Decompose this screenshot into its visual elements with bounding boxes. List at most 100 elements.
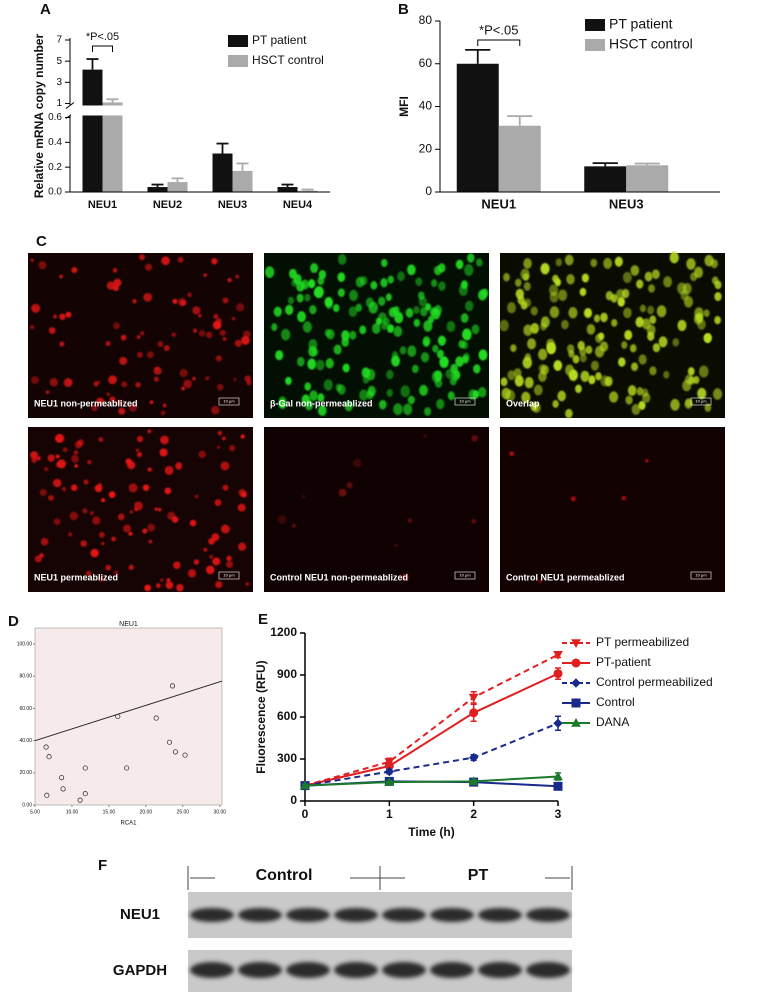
cell xyxy=(393,326,403,337)
x-tick-label: 25.00 xyxy=(177,809,190,815)
cell xyxy=(656,305,667,318)
x-axis-label: Time (h) xyxy=(408,825,454,839)
cell xyxy=(314,286,324,299)
blot-band xyxy=(430,962,474,978)
bar xyxy=(456,63,499,192)
point xyxy=(124,765,130,771)
cell xyxy=(325,358,334,369)
cell xyxy=(153,366,162,375)
blot-band xyxy=(286,908,330,922)
cell xyxy=(471,434,479,442)
cell xyxy=(173,561,181,570)
cell xyxy=(113,322,121,330)
cell xyxy=(337,384,346,395)
cell xyxy=(423,320,433,332)
cell xyxy=(135,382,141,388)
cell xyxy=(403,403,413,416)
row-label: NEU1 xyxy=(120,906,160,923)
blot-band xyxy=(430,908,474,922)
cell xyxy=(663,370,670,379)
y-tick-label: 0 xyxy=(290,793,297,807)
y-tick-label: 7 xyxy=(56,35,62,46)
cell xyxy=(610,293,618,303)
cell xyxy=(238,488,246,497)
cell xyxy=(177,256,184,263)
cell xyxy=(235,274,240,279)
legend-label: DANA xyxy=(596,715,629,729)
cell xyxy=(318,405,327,417)
cell xyxy=(346,482,353,489)
cell xyxy=(523,324,533,336)
x-tick-label: 3 xyxy=(555,807,562,821)
cell xyxy=(586,324,596,335)
cell xyxy=(128,483,138,493)
legend-marker xyxy=(571,678,581,688)
legend-swatch xyxy=(585,39,605,51)
cell xyxy=(420,352,430,363)
y-tick-label: 5 xyxy=(56,56,62,67)
y-tick-label: 900 xyxy=(277,667,297,681)
cell xyxy=(166,578,171,583)
cell xyxy=(113,278,122,287)
cell xyxy=(38,261,47,270)
cell xyxy=(420,306,428,317)
x-tick-label: 1 xyxy=(386,807,393,821)
image-background xyxy=(28,253,253,418)
cell xyxy=(226,560,234,568)
cell xyxy=(317,393,325,402)
cell xyxy=(181,386,186,391)
x-tick-label: NEU4 xyxy=(283,199,313,211)
scale-bar-label: 10 μm xyxy=(459,399,471,404)
cell xyxy=(213,313,219,319)
x-tick-label: 5.00 xyxy=(30,809,40,815)
cell xyxy=(515,288,525,300)
cell xyxy=(39,489,47,496)
cell xyxy=(621,341,628,349)
cell xyxy=(337,253,347,265)
bar xyxy=(498,125,541,192)
cell xyxy=(649,366,657,376)
cell xyxy=(388,307,397,318)
bar xyxy=(232,170,253,192)
cell xyxy=(685,398,693,408)
legend-swatch xyxy=(585,19,605,31)
cell xyxy=(98,437,104,443)
cell xyxy=(119,356,128,365)
point xyxy=(82,791,88,797)
point xyxy=(169,683,176,689)
cell xyxy=(63,378,73,387)
cell xyxy=(87,459,92,465)
cell xyxy=(337,272,346,282)
cell xyxy=(553,360,563,372)
cell xyxy=(176,583,184,592)
cell xyxy=(434,370,443,381)
cell xyxy=(475,258,483,267)
cell xyxy=(69,511,79,521)
cell xyxy=(521,391,531,404)
cell xyxy=(572,355,580,364)
cell xyxy=(386,324,394,333)
point xyxy=(46,754,52,760)
point xyxy=(115,713,121,720)
y-tick-label: 80.00 xyxy=(19,674,32,680)
cell xyxy=(446,320,456,332)
scale-bar xyxy=(690,397,712,406)
y-axis-label: Fluorescence (RFU) xyxy=(254,660,268,773)
image-caption: Overlap xyxy=(506,398,540,408)
cell xyxy=(712,388,723,400)
cell xyxy=(510,344,517,353)
cell xyxy=(513,368,522,378)
cell xyxy=(48,327,56,334)
cell xyxy=(370,281,378,290)
cell xyxy=(352,458,362,468)
cell xyxy=(583,307,593,319)
cell xyxy=(422,338,430,348)
cell xyxy=(164,465,174,475)
cell xyxy=(296,293,304,303)
cell xyxy=(147,467,152,472)
cell xyxy=(337,288,345,298)
cell xyxy=(128,531,133,536)
cell xyxy=(59,274,63,279)
cell xyxy=(639,304,646,313)
cell xyxy=(565,408,573,419)
